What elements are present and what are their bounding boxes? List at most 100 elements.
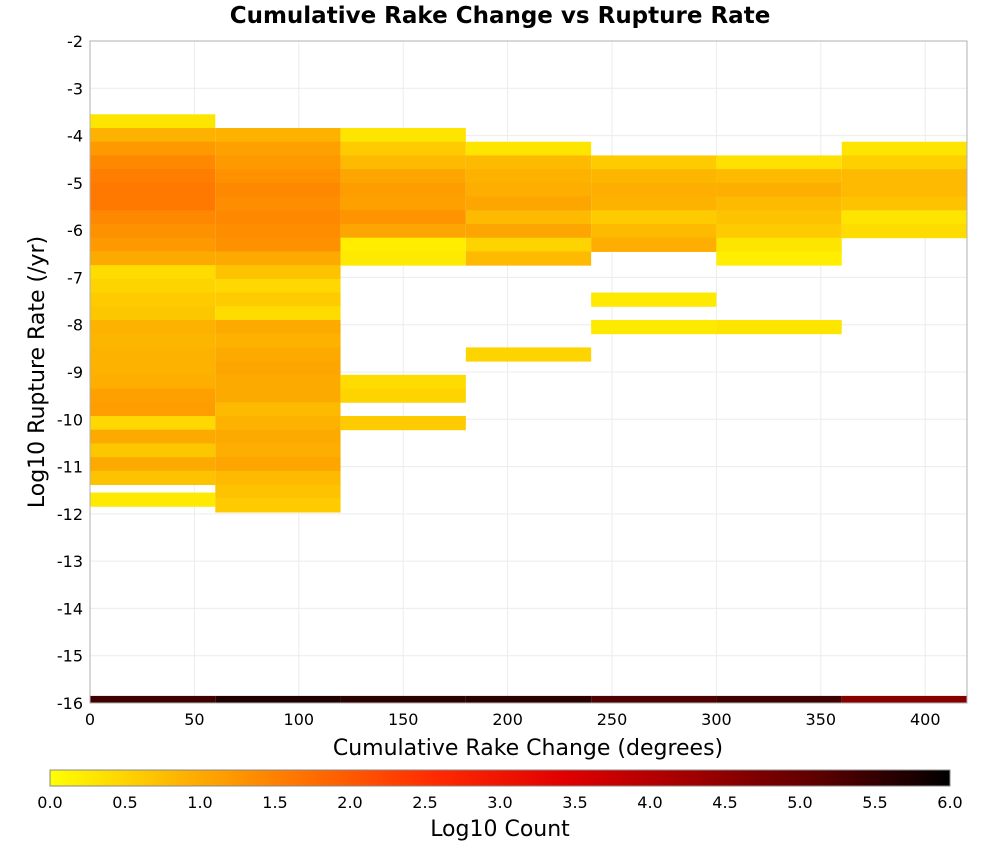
heatmap-cell bbox=[90, 402, 216, 417]
y-tick-label: -2 bbox=[67, 32, 83, 51]
heatmap-cell bbox=[340, 415, 466, 431]
heatmap-cell bbox=[215, 141, 341, 156]
y-axis-ticks: -2 -3 -4 -5 -6 -7 -8 -9 -10 -11 -12 -13 -14 -15 -16 bbox=[57, 32, 83, 713]
heatmap-cell bbox=[841, 155, 967, 170]
heatmap-cell bbox=[215, 169, 341, 184]
heatmap-cell bbox=[716, 251, 842, 266]
heatmap-cell bbox=[340, 223, 466, 239]
heatmap-cell bbox=[465, 223, 592, 239]
heatmap-cell bbox=[716, 182, 842, 198]
heatmap-cell bbox=[591, 319, 717, 335]
heatmap-cell bbox=[340, 237, 466, 252]
heatmap-cell bbox=[90, 182, 216, 198]
x-tick-label: 150 bbox=[388, 710, 419, 729]
heatmap-cell bbox=[591, 292, 717, 307]
heatmap-cell bbox=[215, 196, 341, 211]
x-tick-label: 400 bbox=[910, 710, 941, 729]
heatmap-cell bbox=[465, 210, 592, 225]
heatmap-cell bbox=[591, 196, 717, 211]
heatmap-cell bbox=[716, 169, 842, 184]
heatmap-cell bbox=[90, 114, 216, 129]
heatmap-cell bbox=[215, 265, 341, 280]
heatmap-cell bbox=[90, 361, 216, 376]
heatmap-cell bbox=[215, 361, 341, 376]
heatmap-cell bbox=[215, 347, 341, 362]
heatmap-cell bbox=[716, 237, 842, 252]
heatmap-cell bbox=[215, 333, 341, 348]
colorbar-tick-label: 4.0 bbox=[637, 793, 662, 812]
heatmap-cell bbox=[215, 319, 341, 335]
y-tick-label: -3 bbox=[67, 79, 83, 98]
heatmap-cell bbox=[215, 374, 341, 390]
heatmap-cell bbox=[465, 237, 592, 252]
heatmap-cell bbox=[90, 415, 216, 431]
heatmap-cell bbox=[215, 278, 341, 294]
heatmap-cell bbox=[90, 155, 216, 170]
colorbar-ticks: 0.0 0.5 1.0 1.5 2.0 2.5 3.0 3.5 4.0 4.5 5.0 5.5 6.0 bbox=[37, 793, 962, 812]
heatmap-cell bbox=[340, 169, 466, 184]
heatmap-cell bbox=[215, 470, 341, 486]
colorbar-tick-label: 0.5 bbox=[112, 793, 137, 812]
colorbar-tick-label: 6.0 bbox=[937, 793, 962, 812]
colorbar-tick-label: 2.5 bbox=[412, 793, 437, 812]
colorbar-tick-label: 5.0 bbox=[787, 793, 812, 812]
heatmap-cell bbox=[591, 223, 717, 239]
heatmap-cell bbox=[215, 292, 341, 307]
heatmap-cell-bottom bbox=[340, 695, 466, 703]
heatmap-cell bbox=[841, 223, 967, 239]
heatmap-cell bbox=[215, 128, 341, 143]
heatmap-cell bbox=[90, 492, 216, 507]
heatmap-cell bbox=[215, 306, 341, 321]
heatmap-cell bbox=[591, 182, 717, 198]
heatmap-cell bbox=[465, 141, 592, 156]
heatmap-cell-bottom bbox=[841, 695, 967, 703]
heatmap-cell bbox=[215, 429, 341, 444]
heatmap-cell bbox=[716, 223, 842, 239]
heatmap-cell bbox=[90, 251, 216, 266]
y-tick-label: -16 bbox=[57, 694, 83, 713]
heatmap-cell bbox=[591, 155, 717, 170]
colorbar-tick-label: 1.5 bbox=[262, 793, 287, 812]
heatmap-cell bbox=[340, 374, 466, 390]
heatmap-cell bbox=[90, 347, 216, 362]
heatmap-cell bbox=[90, 210, 216, 225]
heatmap-cell bbox=[465, 347, 592, 362]
heatmap-cell bbox=[215, 498, 341, 513]
heatmap-cell bbox=[591, 237, 717, 252]
colorbar-tick-label: 5.5 bbox=[862, 793, 887, 812]
heatmap-cell bbox=[465, 251, 592, 266]
y-tick-label: -8 bbox=[67, 316, 83, 335]
heatmap-cell bbox=[340, 141, 466, 156]
y-tick-label: -7 bbox=[67, 268, 83, 287]
heatmap-cells bbox=[90, 114, 967, 703]
heatmap-cell bbox=[90, 429, 216, 444]
heatmap-cell bbox=[90, 292, 216, 307]
heatmap-cell bbox=[716, 319, 842, 335]
y-tick-label: -5 bbox=[67, 174, 83, 193]
x-tick-label: 250 bbox=[597, 710, 628, 729]
colorbar-label: Log10 Count bbox=[430, 817, 570, 842]
colorbar-tick-label: 3.5 bbox=[562, 793, 587, 812]
heatmap-cell bbox=[465, 182, 592, 198]
heatmap-cell bbox=[90, 265, 216, 280]
y-axis-label: Log10 Rupture Rate (/yr) bbox=[25, 236, 50, 508]
x-axis-ticks: 0 50 100 150 200 250 300 350 400 bbox=[85, 710, 941, 729]
heatmap-cell bbox=[340, 182, 466, 198]
heatmap-cell bbox=[215, 155, 341, 170]
y-tick-label: -4 bbox=[67, 127, 83, 146]
y-tick-label: -13 bbox=[57, 552, 83, 571]
heatmap-cell bbox=[90, 128, 216, 143]
heatmap-cell bbox=[340, 155, 466, 170]
heatmap-cell bbox=[591, 210, 717, 225]
heatmap-cell bbox=[90, 169, 216, 184]
heatmap-cell-bottom bbox=[215, 695, 341, 703]
heatmap-cell bbox=[90, 443, 216, 458]
heatmap-cell bbox=[716, 196, 842, 211]
heatmap-cell bbox=[90, 237, 216, 252]
x-tick-label: 300 bbox=[701, 710, 732, 729]
x-tick-label: 50 bbox=[184, 710, 204, 729]
heatmap-cell bbox=[90, 278, 216, 294]
y-tick-label: -12 bbox=[57, 505, 83, 524]
heatmap-cell bbox=[215, 415, 341, 431]
heatmap-cell bbox=[215, 402, 341, 417]
